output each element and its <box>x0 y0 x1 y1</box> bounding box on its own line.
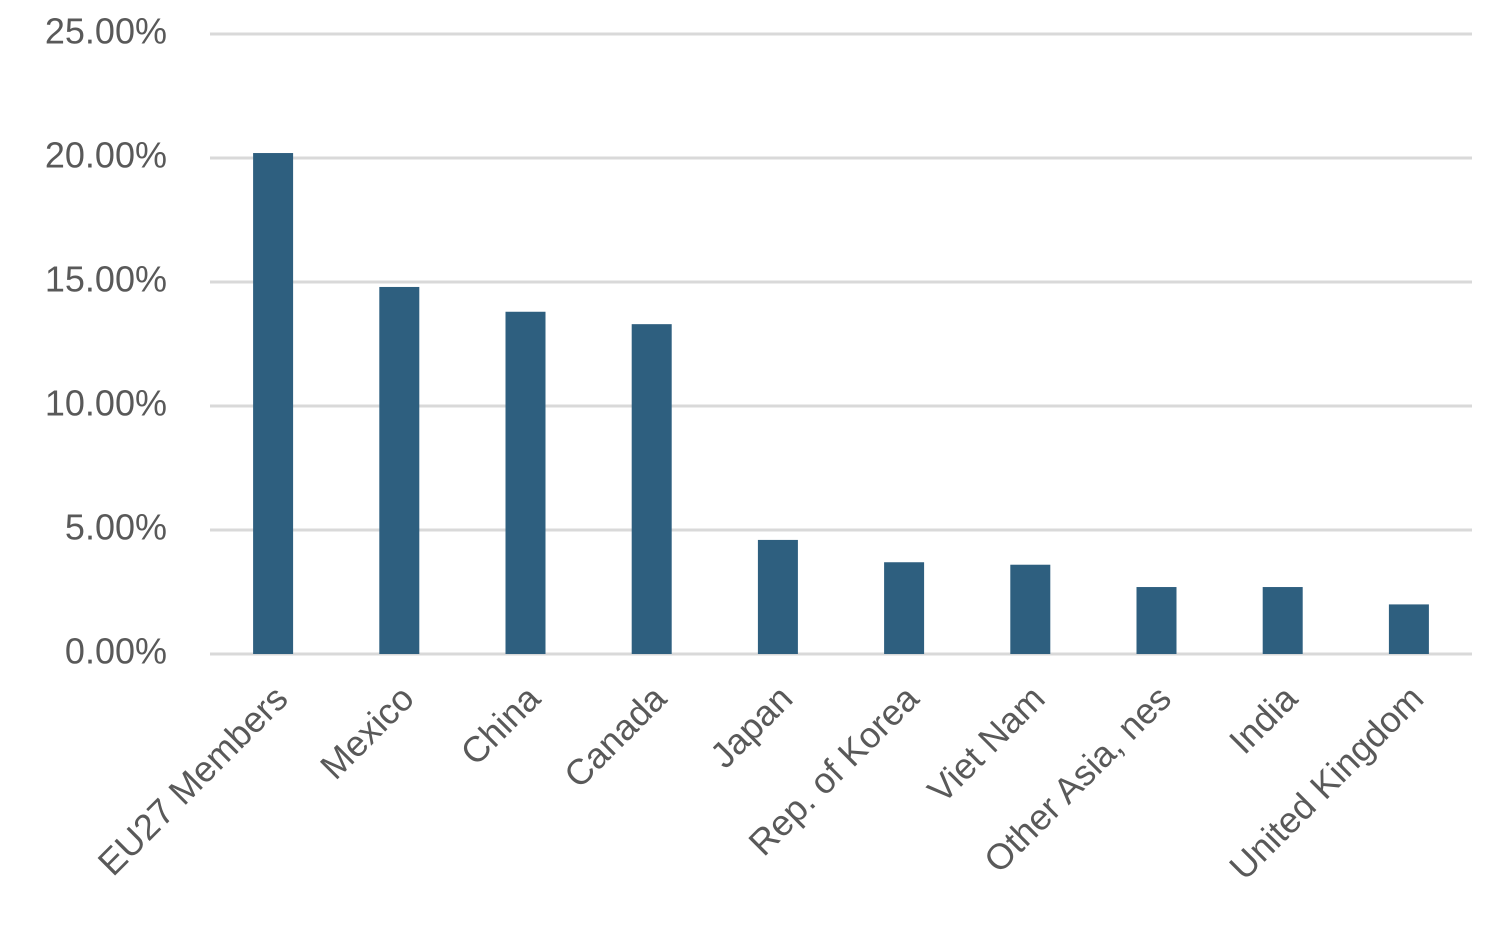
x-tick-label: Mexico <box>312 677 422 787</box>
bar <box>379 286 420 654</box>
x-tick-label: Viet Nam <box>919 677 1052 810</box>
bar <box>757 539 798 654</box>
bar <box>631 324 672 654</box>
bar <box>884 562 925 654</box>
bar <box>1388 604 1429 654</box>
bar <box>253 153 294 655</box>
bar <box>1010 564 1051 654</box>
bar <box>1262 587 1303 654</box>
y-tick-label: 0.00% <box>65 631 167 672</box>
y-tick-label: 5.00% <box>65 507 167 548</box>
bar <box>1136 587 1177 654</box>
x-tick-label: Canada <box>556 677 675 796</box>
bar <box>505 311 546 654</box>
y-tick-label: 20.00% <box>45 135 167 176</box>
y-tick-label: 15.00% <box>45 259 167 300</box>
x-tick-label: India <box>1221 677 1306 762</box>
y-tick-label: 25.00% <box>45 11 167 52</box>
y-tick-label: 10.00% <box>45 383 167 424</box>
x-tick-label: Japan <box>702 677 800 775</box>
x-tick-label: EU27 Members <box>90 677 296 883</box>
x-tick-label: China <box>452 677 548 773</box>
